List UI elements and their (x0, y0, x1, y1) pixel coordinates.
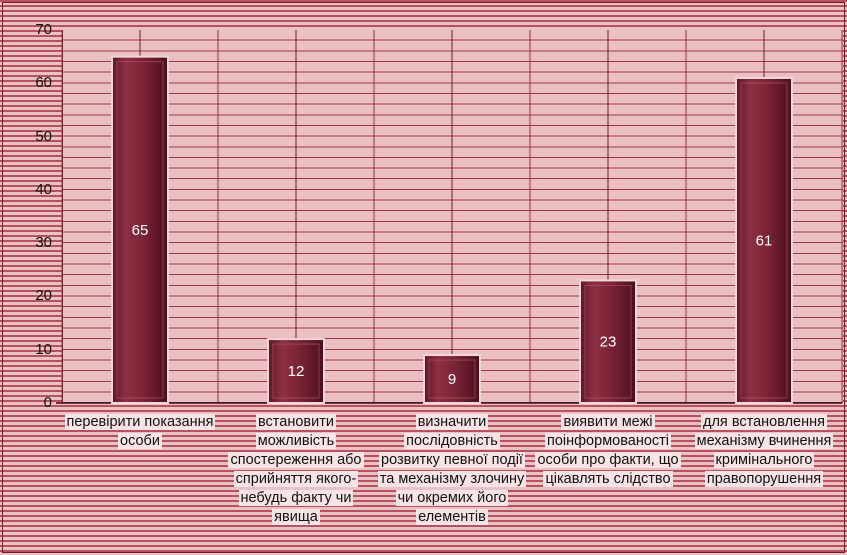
x-label-5: для встановлення механізму вчинення крим… (694, 414, 834, 487)
bar-bevel-1 (116, 61, 164, 399)
x-label-2: встановити можливість спостереження або … (228, 414, 364, 525)
bar-2 (267, 338, 325, 404)
bar-4 (579, 279, 637, 405)
y-tick-40: 40 (35, 181, 52, 198)
y-tick-20: 20 (35, 287, 52, 304)
data-label-3: 9 (448, 371, 456, 388)
bar-bevel-4 (584, 284, 632, 399)
y-tick-70: 70 (35, 21, 52, 38)
y-tick-10: 10 (35, 341, 52, 358)
bar-bevel-5 (740, 82, 788, 399)
data-label-1: 65 (132, 222, 149, 239)
data-label-4: 23 (600, 334, 617, 351)
y-tick-60: 60 (35, 74, 52, 91)
bar-5 (735, 76, 793, 404)
y-tick-50: 50 (35, 128, 52, 145)
bar-3 (423, 354, 481, 404)
data-label-2: 12 (288, 363, 305, 380)
x-label-4: виявити межі поінформованості особи про … (535, 414, 681, 487)
bar-1 (111, 55, 169, 405)
y-tick-0: 0 (43, 394, 52, 411)
x-label-1: перевірити показання особи (64, 414, 216, 449)
data-label-5: 61 (756, 232, 773, 249)
bar-bevel-3 (428, 359, 476, 399)
y-tick-30: 30 (35, 234, 52, 251)
bar-bevel-2 (272, 343, 320, 399)
x-label-3: визначити послідовність розвитку певної … (377, 414, 527, 525)
